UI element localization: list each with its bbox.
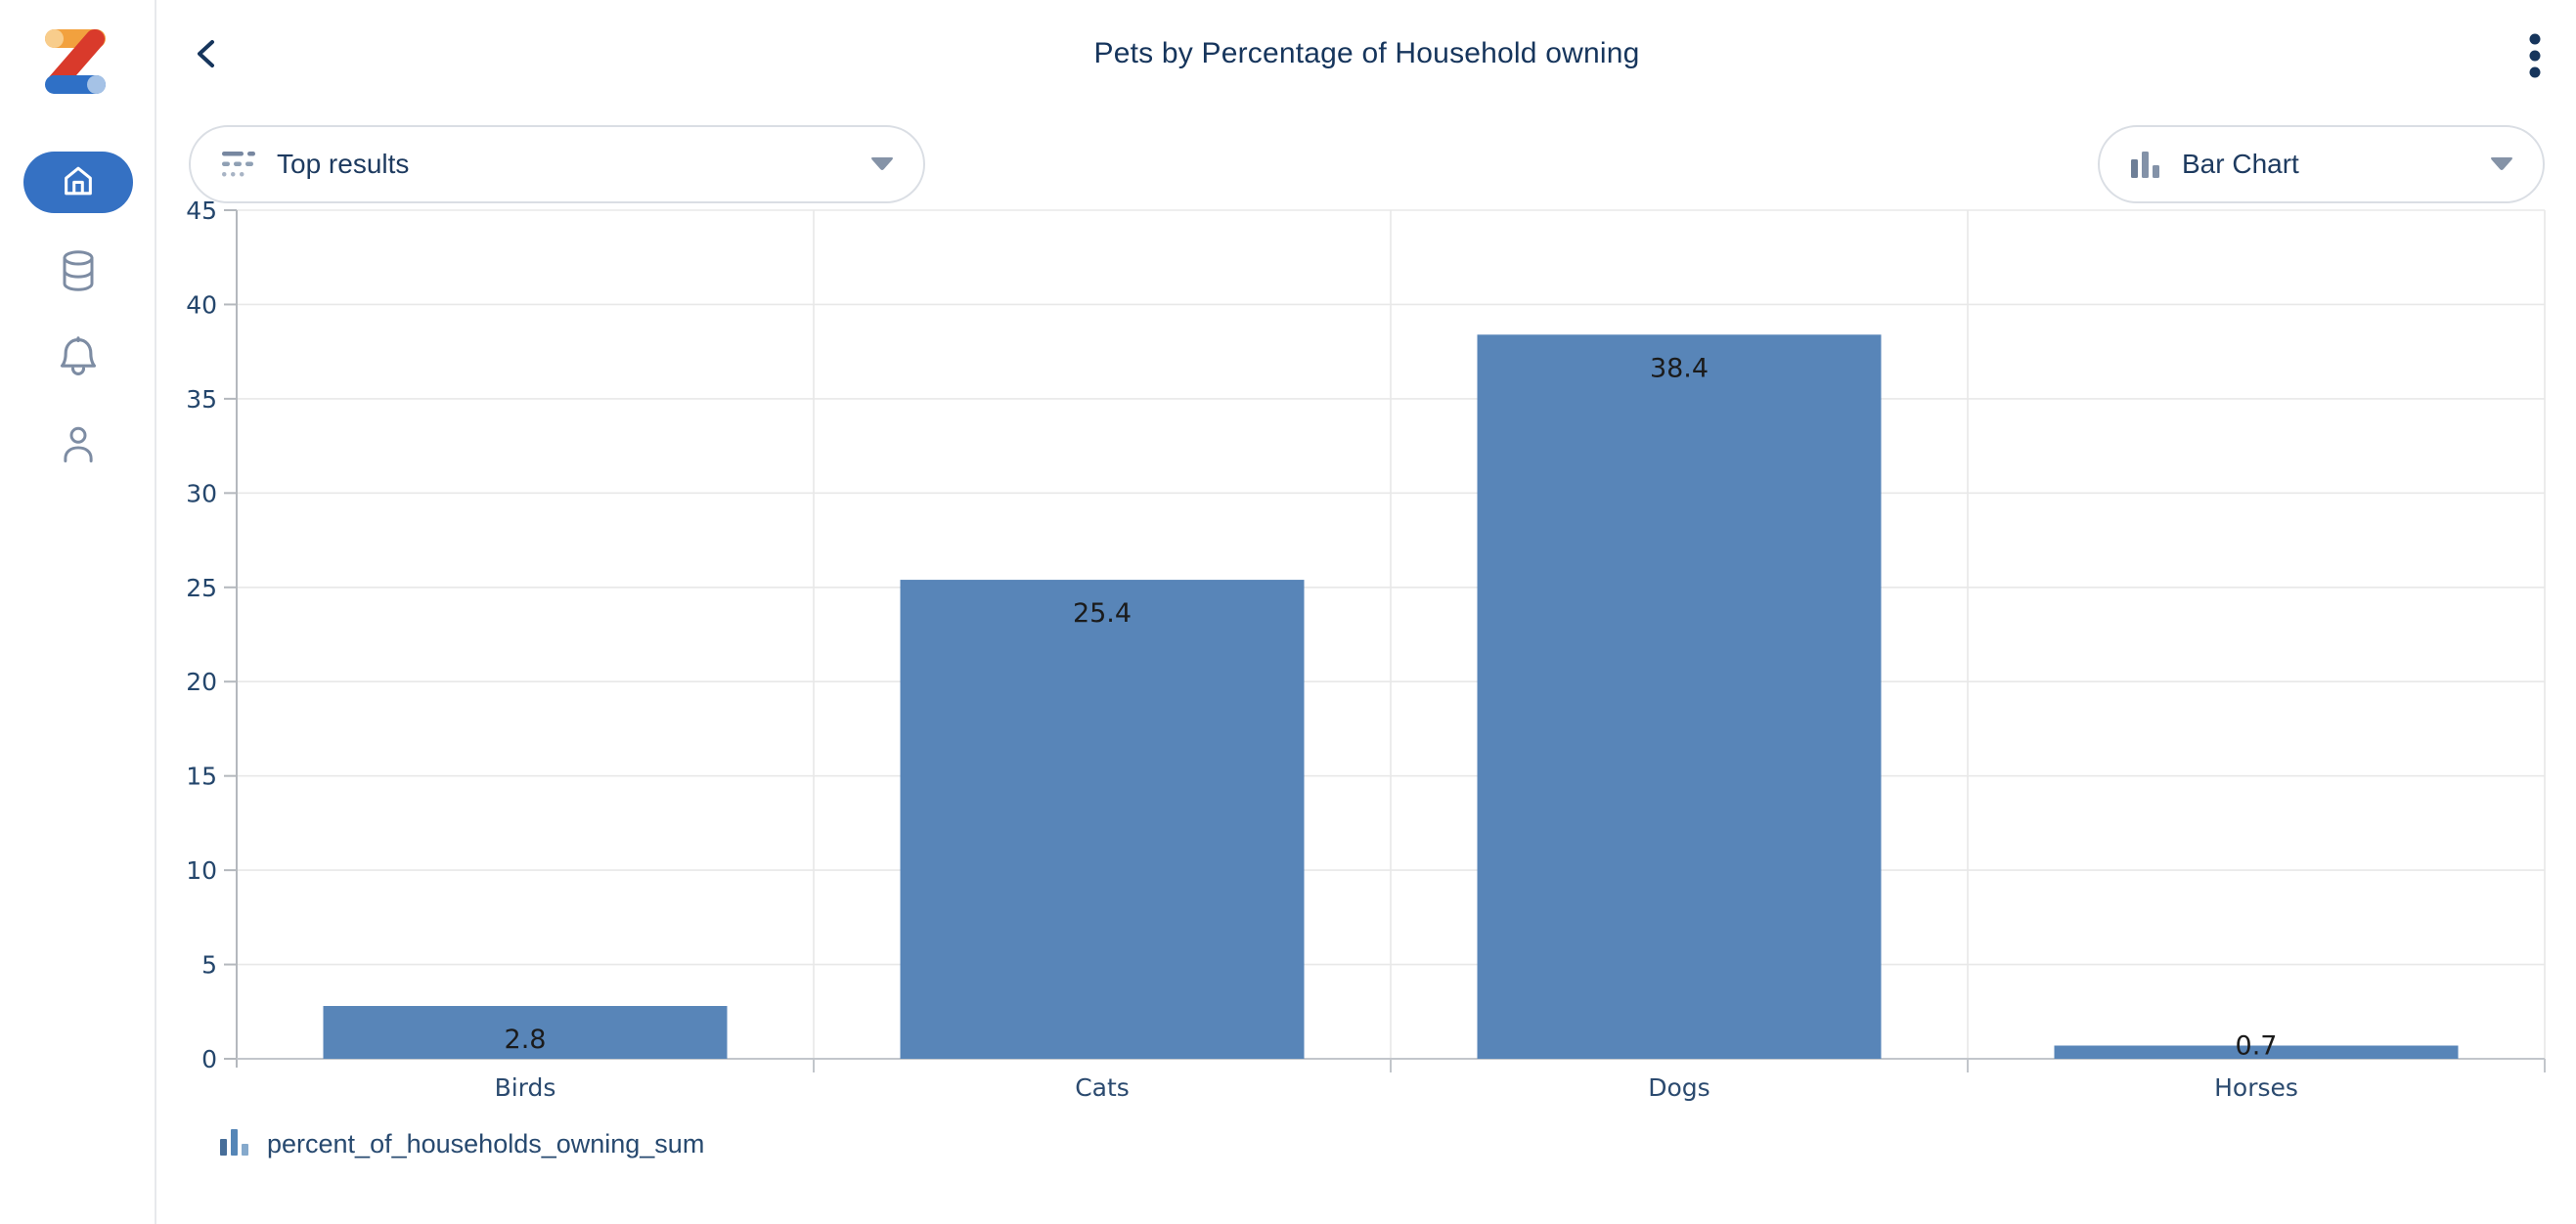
kebab-menu-icon xyxy=(2528,32,2542,82)
y-axis-tick-label: 10 xyxy=(186,856,217,885)
zing-logo-icon xyxy=(45,29,106,94)
y-axis-tick-label: 40 xyxy=(186,290,217,319)
top-results-filter-icon xyxy=(220,148,257,181)
bar-value-label: 2.8 xyxy=(505,1025,547,1055)
page-title: Pets by Percentage of Household owning xyxy=(1093,37,1640,69)
person-icon xyxy=(58,422,99,468)
chart-type-label: Bar Chart xyxy=(2182,149,2299,179)
y-axis-tick-label: 0 xyxy=(201,1045,217,1073)
bar-cats[interactable] xyxy=(900,580,1305,1059)
bar-chart-icon xyxy=(2129,148,2162,181)
legend-label: percent_of_households_owning_sum xyxy=(267,1128,705,1158)
y-axis-tick-label: 25 xyxy=(186,574,217,602)
y-axis-tick-label: 5 xyxy=(201,951,217,980)
mini-bar-chart-icon xyxy=(219,1127,250,1161)
back-button[interactable] xyxy=(184,33,227,76)
sidebar xyxy=(0,0,156,1224)
bar-birds[interactable] xyxy=(323,1005,728,1059)
bar-value-label: 25.4 xyxy=(1073,598,1132,629)
top-results-label: Top results xyxy=(277,149,410,179)
sidebar-item-profile[interactable] xyxy=(23,415,133,476)
sidebar-item-data-sources[interactable] xyxy=(23,241,133,303)
y-axis-tick-label: 35 xyxy=(186,385,217,414)
kebab-menu-button[interactable] xyxy=(2511,27,2558,86)
y-axis-tick-label: 30 xyxy=(186,479,217,507)
x-axis-category-label: Cats xyxy=(1075,1073,1130,1102)
chevron-left-icon xyxy=(193,38,218,72)
y-axis-tick-label: 20 xyxy=(186,668,217,696)
bar-horses[interactable] xyxy=(2054,1045,2459,1059)
chevron-down-icon xyxy=(870,157,894,171)
bar-chart: 0 5 10 15 20 25 30 35 40 45 2.8 Birds 25.4 Cats 38.4 Do… xyxy=(157,196,2563,1173)
zing-logo xyxy=(45,29,106,94)
x-axis-category-label: Birds xyxy=(495,1073,556,1102)
y-axis-tick-label: 15 xyxy=(186,763,217,791)
sidebar-item-notifications[interactable] xyxy=(23,328,133,389)
bar-chart-canvas: 0 5 10 15 20 25 30 35 40 45 2.8 Birds 25.4 Cats 38.4 Do… xyxy=(186,197,2546,1102)
top-results-dropdown[interactable]: Top results xyxy=(189,125,925,203)
bar-dogs[interactable] xyxy=(1477,334,1882,1060)
legend-item[interactable]: percent_of_households_owning_sum xyxy=(219,1122,704,1165)
x-axis-category-label: Dogs xyxy=(1648,1073,1710,1102)
sidebar-item-home[interactable] xyxy=(23,152,133,213)
bell-icon xyxy=(57,334,100,382)
chevron-down-icon xyxy=(2490,157,2513,171)
chart-type-dropdown[interactable]: Bar Chart xyxy=(2098,125,2545,203)
x-axis-category-label: Horses xyxy=(2214,1073,2298,1102)
bar-value-label: 38.4 xyxy=(1650,353,1709,383)
database-icon xyxy=(58,249,99,295)
bar-value-label: 0.7 xyxy=(2236,1030,2278,1061)
y-axis-tick-label: 45 xyxy=(186,197,217,225)
home-icon xyxy=(60,162,97,202)
